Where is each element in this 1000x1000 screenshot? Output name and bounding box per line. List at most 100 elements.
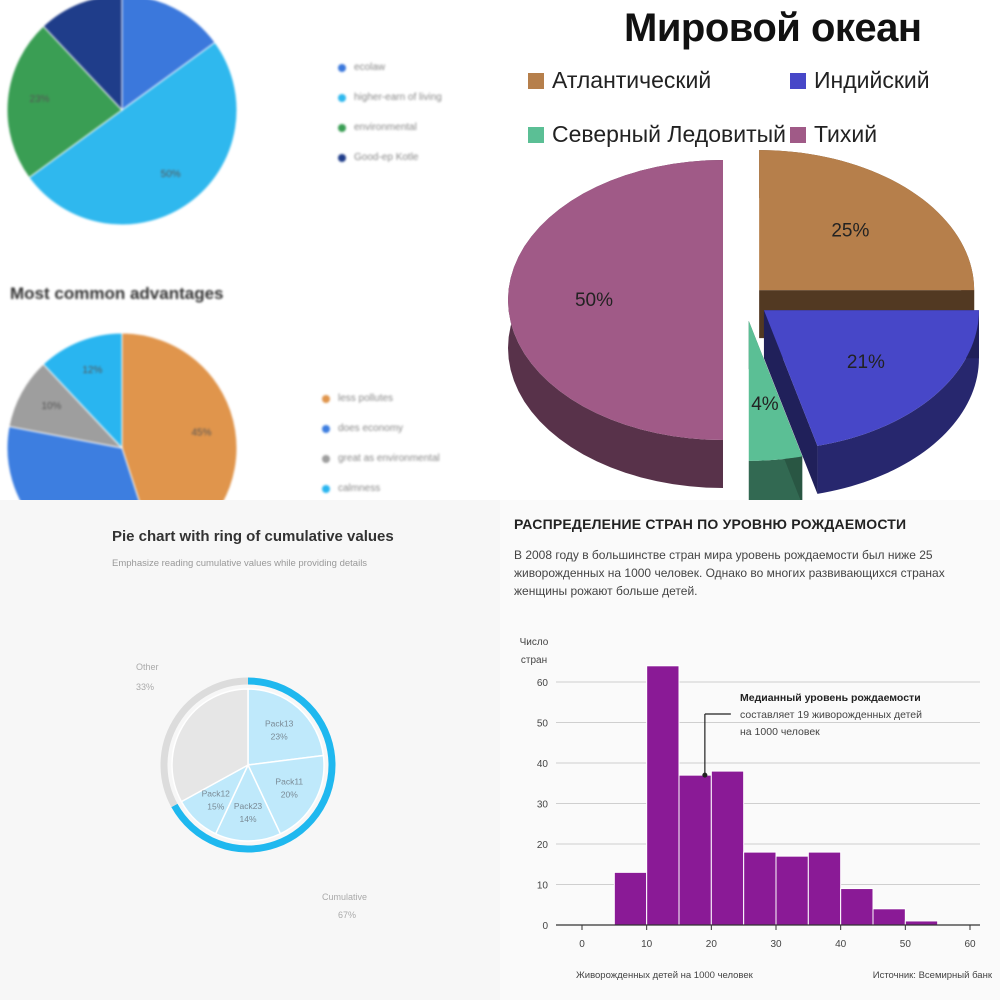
annotation-text: на 1000 человек <box>740 726 820 738</box>
chart-title: РАСПРЕДЕЛЕНИЕ СТРАН ПО УРОВНЮ РОЖДАЕМОСТ… <box>514 516 907 532</box>
chart-title: Most common advantages <box>10 284 224 303</box>
slice-label: Pack23 <box>234 801 263 811</box>
slice-value: 15% <box>207 801 224 811</box>
slice-label: 25% <box>831 221 869 242</box>
pie-chart-3d: 25% 21% 4% 50% <box>508 150 979 500</box>
slice-top <box>508 160 723 440</box>
cumulative-value: 67% <box>338 910 356 920</box>
x-tick-label: 40 <box>835 939 847 950</box>
y-tick-label: 10 <box>537 881 549 892</box>
pie-slice <box>28 41 238 226</box>
y-tick-label: 30 <box>537 800 549 811</box>
slice-label: 21% <box>847 352 885 373</box>
other-label: Other <box>136 662 159 672</box>
x-tick-label: 0 <box>579 939 585 950</box>
x-axis-label: Живорожденных детей на 1000 человек <box>576 970 754 981</box>
slice-value: 23% <box>271 732 288 742</box>
other-ring <box>160 677 248 808</box>
histogram-bar <box>743 851 777 926</box>
histogram-bar <box>613 871 648 926</box>
cumulative-ring <box>171 677 336 853</box>
top-left-panel: 50% 23% 45% 10% 12% ecolaw higher-earn of li… <box>0 0 500 500</box>
slice-label: 50% <box>161 169 181 180</box>
slice-top <box>763 310 979 446</box>
pie-group: 50% 23% 45% 10% 12% <box>6 0 238 500</box>
slice-top <box>748 320 803 461</box>
legend-item: Индийский <box>790 67 930 94</box>
slice-label: 23% <box>30 94 50 105</box>
annotation-text: составляет 19 живорожденных детей <box>740 709 922 721</box>
pie-slice <box>42 0 123 112</box>
histogram-bar <box>678 774 712 926</box>
slice-label: 4% <box>751 394 779 415</box>
slice-label: 45% <box>192 427 212 438</box>
slice-label: Pack13 <box>265 719 294 729</box>
slice-label: 10% <box>41 401 61 412</box>
bottom-right-panel: РАСПРЕДЕЛЕНИЕ СТРАН ПО УРОВНЮ РОЖДАЕМОСТ… <box>500 500 1000 1000</box>
x-tick-label: 60 <box>964 939 976 950</box>
histogram-bar <box>710 770 745 926</box>
x-tick-label: 30 <box>770 939 782 950</box>
histogram-bar <box>807 851 842 926</box>
legend-item: Атлантический <box>528 67 711 94</box>
legend-item: Северный Ледовитый <box>528 121 786 148</box>
legend-item: ecolaw <box>338 62 385 73</box>
pie-ring-chart: Pack13 23% Pack11 20% Pack23 14% Pack12 15% Othe… <box>136 662 367 920</box>
y-tick-label: 0 <box>542 921 548 932</box>
pie-slice <box>6 425 140 500</box>
pie-slice <box>42 332 123 450</box>
legend-item: higher-earn of living <box>338 92 442 103</box>
slice-side <box>817 310 979 494</box>
annotation-text: Медианный уровень рождаемости <box>740 692 921 704</box>
pie-slice <box>214 763 282 842</box>
pie-slice <box>247 688 325 766</box>
histogram-chart: 0 10 20 30 40 50 60 Число стран 0 10 20 30 40 50 60 Меди… <box>520 637 993 981</box>
slice-label: Pack11 <box>275 777 303 787</box>
pie-slice <box>246 754 325 835</box>
pie-slice <box>121 332 238 500</box>
chart-description: В 2008 году в большинстве стран мира уро… <box>514 548 945 598</box>
slice-label: 12% <box>82 365 102 376</box>
source-note: Источник: Всемирный банк <box>873 970 993 981</box>
x-tick-label: 20 <box>706 939 718 950</box>
legend-item: Тихий <box>790 121 877 148</box>
chart-title: Pie chart with ring of cumulative values <box>112 528 394 545</box>
legend-item: great as environmental <box>322 453 440 464</box>
chart-title: Мировой океан <box>624 6 922 50</box>
other-value: 33% <box>136 682 154 692</box>
slice-value: 20% <box>281 790 298 800</box>
slice-label: 50% <box>575 290 613 311</box>
histogram-bar <box>872 908 906 926</box>
x-tick-label: 10 <box>641 939 653 950</box>
pie-slice <box>121 0 216 111</box>
y-tick-label: 60 <box>537 678 549 689</box>
legend-item: Good-ep Kotle <box>338 152 419 163</box>
legend-item: less pollutes <box>322 393 393 404</box>
legend-item: environmental <box>338 122 417 133</box>
x-tick-label: 50 <box>900 939 912 950</box>
pie-chart-1: 50% 23% 45% 10% 12% <box>6 0 238 500</box>
legend-item: calmness <box>322 483 380 494</box>
slice-wall <box>763 310 818 494</box>
pie-slice <box>8 363 124 449</box>
slice-label: Pack12 <box>202 788 231 798</box>
histogram-bar <box>904 920 939 926</box>
histogram-bar <box>840 888 874 926</box>
histogram-bar <box>646 665 680 926</box>
slice-top <box>759 150 975 291</box>
slice-value: 14% <box>239 814 256 824</box>
y-tick-label: 20 <box>537 840 549 851</box>
bottom-left-panel: Pie chart with ring of cumulative values… <box>0 500 500 1000</box>
cumulative-label: Cumulative <box>322 892 367 902</box>
y-axis-label: стран <box>521 655 547 666</box>
top-right-panel: Мировой океан Атлантический Индийский Се… <box>500 0 1000 500</box>
histogram-bar <box>775 855 809 926</box>
legend-item: does economy <box>322 423 403 434</box>
pie-slice <box>171 688 249 803</box>
annotation-dot <box>702 772 708 778</box>
y-axis-label: Число <box>520 637 549 648</box>
legends-1: ecolaw higher-earn of living environment… <box>0 0 500 500</box>
y-tick-label: 40 <box>537 759 549 770</box>
y-tick-label: 50 <box>537 719 549 730</box>
pie-slice <box>6 25 123 179</box>
